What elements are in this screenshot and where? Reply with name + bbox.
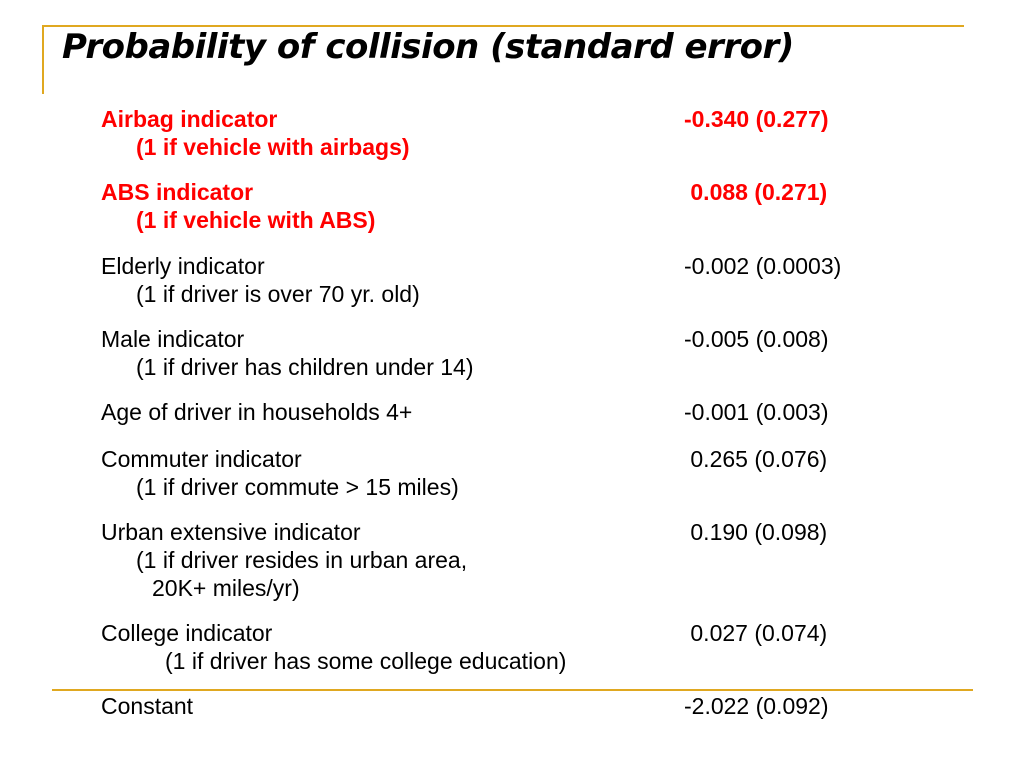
row-value: -2.022 (0.092) [684,693,829,719]
row-label: College indicator [101,620,273,646]
row-value: 0.190 (0.098) [684,519,828,545]
row-value: -0.005 (0.008) [684,326,829,352]
row-label: Age of driver in households 4+ [101,399,413,425]
row-description: (1 if driver has children under 14) [136,354,474,380]
row-description: (1 if vehicle with ABS) [136,207,376,233]
row-value: 0.088 (0.271) [684,179,828,205]
row-description: (1 if driver is over 70 yr. old) [136,281,420,307]
row-description-continued: 20K+ miles/yr) [152,575,300,601]
row-description: (1 if driver resides in urban area, [136,547,468,573]
row-label: Airbag indicator [101,106,278,132]
top-accent-rule [42,25,964,27]
slide-title: Probability of collision (standard error… [62,27,794,67]
row-label: Commuter indicator [101,446,302,472]
row-description: (1 if driver has some college education) [165,648,567,674]
row-description: (1 if vehicle with airbags) [136,134,410,160]
row-description: (1 if driver commute > 15 miles) [136,474,459,500]
row-label: ABS indicator [101,179,254,205]
bottom-accent-rule [52,689,973,691]
row-label: Elderly indicator [101,253,265,279]
row-value: -0.002 (0.0003) [684,253,842,279]
row-label: Urban extensive indicator [101,519,361,545]
row-value: 0.265 (0.076) [684,446,828,472]
left-accent-rule [42,27,44,94]
row-label: Constant [101,693,194,719]
row-value: -0.001 (0.003) [684,399,829,425]
row-value: -0.340 (0.277) [684,106,829,132]
row-value: 0.027 (0.074) [684,620,828,646]
row-label: Male indicator [101,326,245,352]
